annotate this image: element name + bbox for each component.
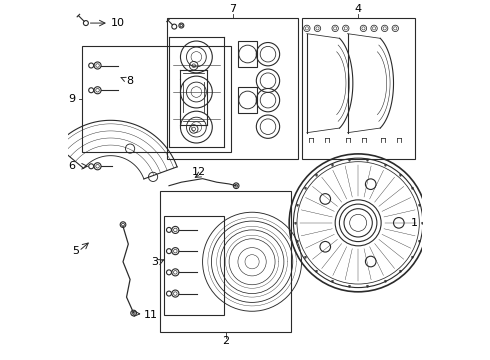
Text: 6: 6	[68, 161, 75, 171]
Text: 4: 4	[355, 4, 362, 14]
Bar	[167, 18, 298, 159]
Text: 1: 1	[411, 218, 418, 228]
Text: 12: 12	[192, 167, 206, 177]
Text: 8: 8	[121, 76, 134, 86]
Bar	[238, 87, 257, 113]
Bar	[82, 46, 231, 152]
Text: 2: 2	[222, 336, 229, 346]
Text: 7: 7	[229, 4, 236, 14]
Text: 9: 9	[68, 94, 75, 104]
Bar	[160, 191, 291, 333]
Text: 11: 11	[144, 310, 158, 320]
Bar	[238, 41, 257, 67]
Text: 3: 3	[151, 257, 158, 267]
Bar	[301, 18, 415, 159]
Bar	[164, 216, 224, 315]
Text: 10: 10	[111, 18, 124, 28]
Text: 5: 5	[72, 246, 79, 256]
